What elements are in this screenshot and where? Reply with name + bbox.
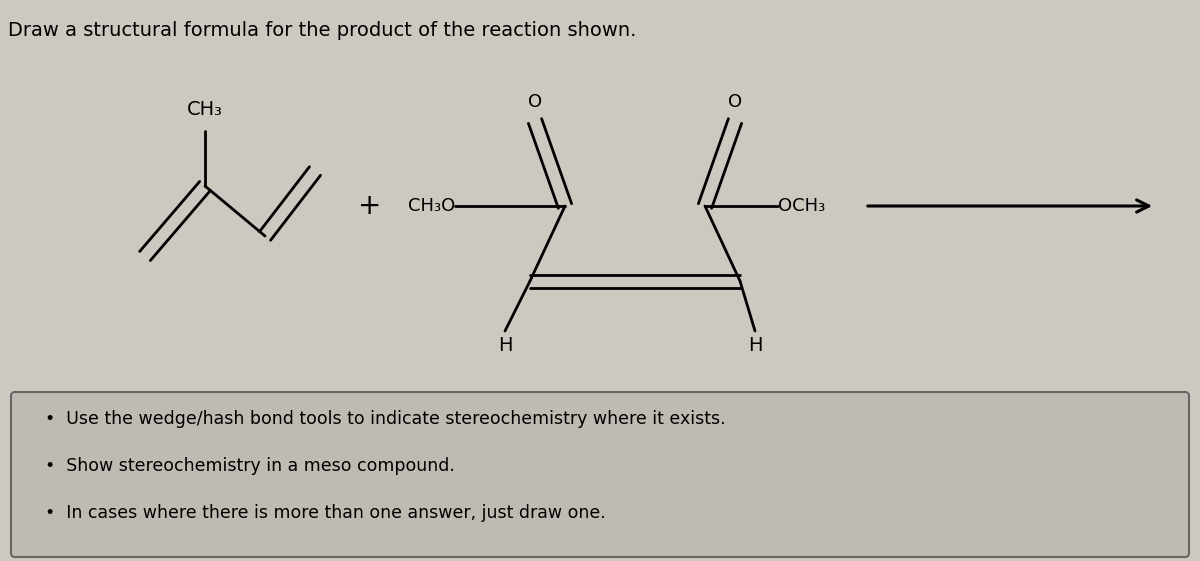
Text: H: H	[498, 336, 512, 355]
Text: •  In cases where there is more than one answer, just draw one.: • In cases where there is more than one …	[46, 504, 606, 522]
FancyBboxPatch shape	[11, 392, 1189, 557]
Text: +: +	[359, 192, 382, 220]
Text: O: O	[528, 93, 542, 111]
Text: O: O	[728, 93, 742, 111]
Text: H: H	[748, 336, 762, 355]
Text: •  Use the wedge/hash bond tools to indicate stereochemistry where it exists.: • Use the wedge/hash bond tools to indic…	[46, 410, 726, 428]
Text: CH₃: CH₃	[187, 100, 223, 119]
Text: CH₃O: CH₃O	[408, 197, 455, 215]
Text: •  Show stereochemistry in a meso compound.: • Show stereochemistry in a meso compoun…	[46, 457, 455, 475]
Text: Draw a structural formula for the product of the reaction shown.: Draw a structural formula for the produc…	[8, 21, 636, 40]
Text: OCH₃: OCH₃	[778, 197, 826, 215]
